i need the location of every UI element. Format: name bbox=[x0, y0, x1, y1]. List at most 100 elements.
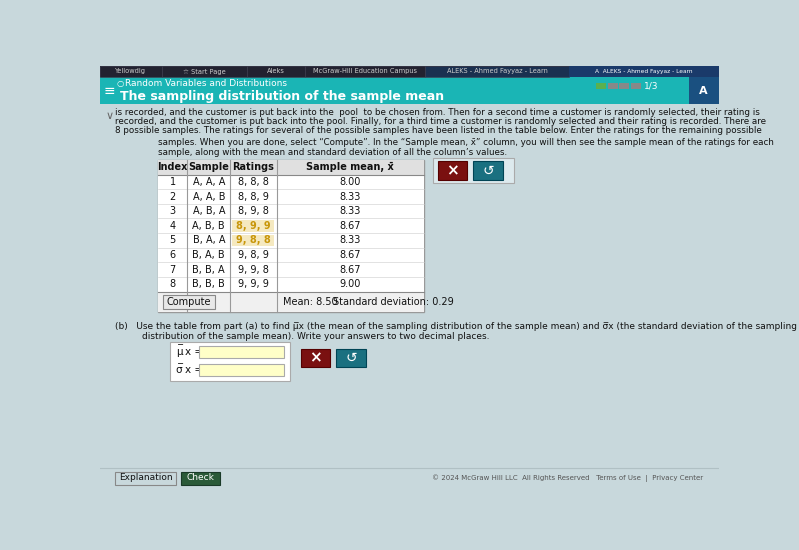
Bar bbox=[474, 162, 503, 180]
Bar bbox=[305, 66, 425, 77]
Text: Sample: Sample bbox=[189, 162, 229, 172]
Text: distribution of the sample mean). Write your answers to two decimal places.: distribution of the sample mean). Write … bbox=[142, 332, 490, 340]
Text: 8.33: 8.33 bbox=[340, 235, 361, 245]
Text: A  ALEKS - Ahmed Fayyaz - Learn: A ALEKS - Ahmed Fayyaz - Learn bbox=[595, 69, 693, 74]
Text: © 2024 McGraw Hill LLC  All Rights Reserved   Terms of Use  |  Privacy Center: © 2024 McGraw Hill LLC All Rights Reserv… bbox=[431, 474, 703, 482]
Text: Aleks: Aleks bbox=[267, 68, 285, 74]
Bar bbox=[433, 158, 514, 183]
Bar bbox=[199, 345, 284, 358]
Text: ≡: ≡ bbox=[103, 84, 115, 98]
Text: Sample mean, x̄: Sample mean, x̄ bbox=[306, 162, 394, 172]
Text: is recorded, and the customer is put back into the  pool  to be chosen from. The: is recorded, and the customer is put bac… bbox=[115, 108, 761, 117]
Text: ∨: ∨ bbox=[105, 111, 113, 121]
Bar bbox=[199, 364, 284, 376]
Text: 9, 8, 9: 9, 8, 9 bbox=[238, 250, 268, 260]
Text: A, A, B: A, A, B bbox=[193, 191, 225, 201]
Text: μ: μ bbox=[176, 346, 182, 356]
Text: 8.67: 8.67 bbox=[340, 265, 361, 274]
Bar bbox=[163, 295, 216, 309]
Bar bbox=[158, 277, 423, 292]
Bar bbox=[438, 162, 467, 180]
Text: 8, 8, 9: 8, 8, 9 bbox=[238, 191, 268, 201]
Bar bbox=[181, 472, 220, 485]
Bar bbox=[100, 66, 162, 77]
Text: A: A bbox=[699, 86, 708, 96]
Text: 9, 8, 8: 9, 8, 8 bbox=[236, 235, 271, 245]
Text: 8, 8, 8: 8, 8, 8 bbox=[238, 177, 268, 187]
Text: 9, 9, 8: 9, 9, 8 bbox=[238, 265, 268, 274]
Text: 8.67: 8.67 bbox=[340, 250, 361, 260]
Bar bbox=[169, 343, 290, 381]
Text: 6: 6 bbox=[169, 250, 176, 260]
Text: ×: × bbox=[309, 350, 322, 365]
Bar bbox=[158, 204, 423, 218]
Text: 3: 3 bbox=[169, 206, 176, 216]
Bar bbox=[158, 248, 423, 262]
Bar bbox=[158, 160, 423, 174]
Text: ×: × bbox=[446, 163, 459, 178]
Text: Random Variables and Distributions: Random Variables and Distributions bbox=[125, 79, 288, 88]
Text: ☆ Start Page: ☆ Start Page bbox=[183, 68, 226, 75]
Bar bbox=[100, 66, 719, 77]
Text: Check: Check bbox=[187, 474, 215, 482]
Text: B, A, B: B, A, B bbox=[193, 250, 225, 260]
Text: 8 possible samples. The ratings for several of the possible samples have been li: 8 possible samples. The ratings for seve… bbox=[115, 126, 762, 135]
Text: x =: x = bbox=[185, 365, 203, 375]
Text: sample, along with the mean and standard deviation of all the column’s values.: sample, along with the mean and standard… bbox=[158, 147, 507, 157]
Text: ↺: ↺ bbox=[345, 351, 357, 365]
Bar bbox=[158, 189, 423, 204]
Bar bbox=[247, 66, 305, 77]
Text: 5: 5 bbox=[169, 235, 176, 245]
Bar bbox=[158, 262, 423, 277]
Text: 1: 1 bbox=[169, 177, 176, 187]
Bar bbox=[100, 77, 719, 104]
Text: ↺: ↺ bbox=[483, 164, 494, 178]
Bar bbox=[158, 218, 423, 233]
Text: Standard deviation: 0.29: Standard deviation: 0.29 bbox=[333, 296, 454, 306]
Text: Compute: Compute bbox=[167, 296, 211, 306]
Text: ALEKS - Ahmed Fayyaz - Learn: ALEKS - Ahmed Fayyaz - Learn bbox=[447, 68, 547, 74]
Text: Index: Index bbox=[157, 162, 188, 172]
Bar bbox=[233, 220, 274, 232]
Text: 7: 7 bbox=[169, 265, 176, 274]
Text: x =: x = bbox=[185, 346, 203, 356]
Text: σ: σ bbox=[176, 365, 182, 375]
Text: 8, 9, 8: 8, 9, 8 bbox=[238, 206, 268, 216]
Bar bbox=[100, 468, 719, 490]
Text: 8.33: 8.33 bbox=[340, 206, 361, 216]
Text: 8: 8 bbox=[169, 279, 176, 289]
Text: 8, 9, 9: 8, 9, 9 bbox=[236, 221, 271, 231]
Text: 4: 4 bbox=[169, 221, 176, 231]
Text: 9.00: 9.00 bbox=[340, 279, 361, 289]
Bar bbox=[158, 292, 423, 312]
Bar bbox=[300, 349, 330, 367]
Bar bbox=[596, 83, 606, 89]
Text: Ratings: Ratings bbox=[233, 162, 274, 172]
Text: 8.67: 8.67 bbox=[340, 221, 361, 231]
Text: A, B, A: A, B, A bbox=[193, 206, 225, 216]
Bar bbox=[158, 174, 423, 189]
Bar bbox=[336, 349, 366, 367]
Bar bbox=[689, 77, 719, 104]
Text: recorded, and the customer is put back into the pool. Finally, for a third time : recorded, and the customer is put back i… bbox=[115, 117, 766, 126]
Bar bbox=[607, 83, 618, 89]
Text: Yellowdig: Yellowdig bbox=[115, 68, 146, 74]
Text: A, A, A: A, A, A bbox=[193, 177, 225, 187]
Bar bbox=[162, 66, 247, 77]
Bar bbox=[619, 83, 629, 89]
Text: The sampling distribution of the sample mean: The sampling distribution of the sample … bbox=[120, 90, 444, 103]
Text: B, B, A: B, B, A bbox=[193, 265, 225, 274]
Text: 1/3: 1/3 bbox=[644, 81, 658, 91]
Text: (b)   Use the table from part (a) to find μ̅​x (the mean of the sampling distrib: (b) Use the table from part (a) to find … bbox=[115, 322, 797, 332]
Text: 8.00: 8.00 bbox=[340, 177, 361, 187]
Text: 8.33: 8.33 bbox=[340, 191, 361, 201]
Text: A, B, B: A, B, B bbox=[193, 221, 225, 231]
Text: 2: 2 bbox=[169, 191, 176, 201]
Text: B, A, A: B, A, A bbox=[193, 235, 225, 245]
Bar bbox=[233, 235, 274, 246]
Bar bbox=[158, 233, 423, 248]
Text: B, B, B: B, B, B bbox=[193, 279, 225, 289]
Bar bbox=[115, 472, 176, 485]
Bar bbox=[569, 66, 719, 77]
Text: Mean: 8.50: Mean: 8.50 bbox=[283, 296, 337, 306]
